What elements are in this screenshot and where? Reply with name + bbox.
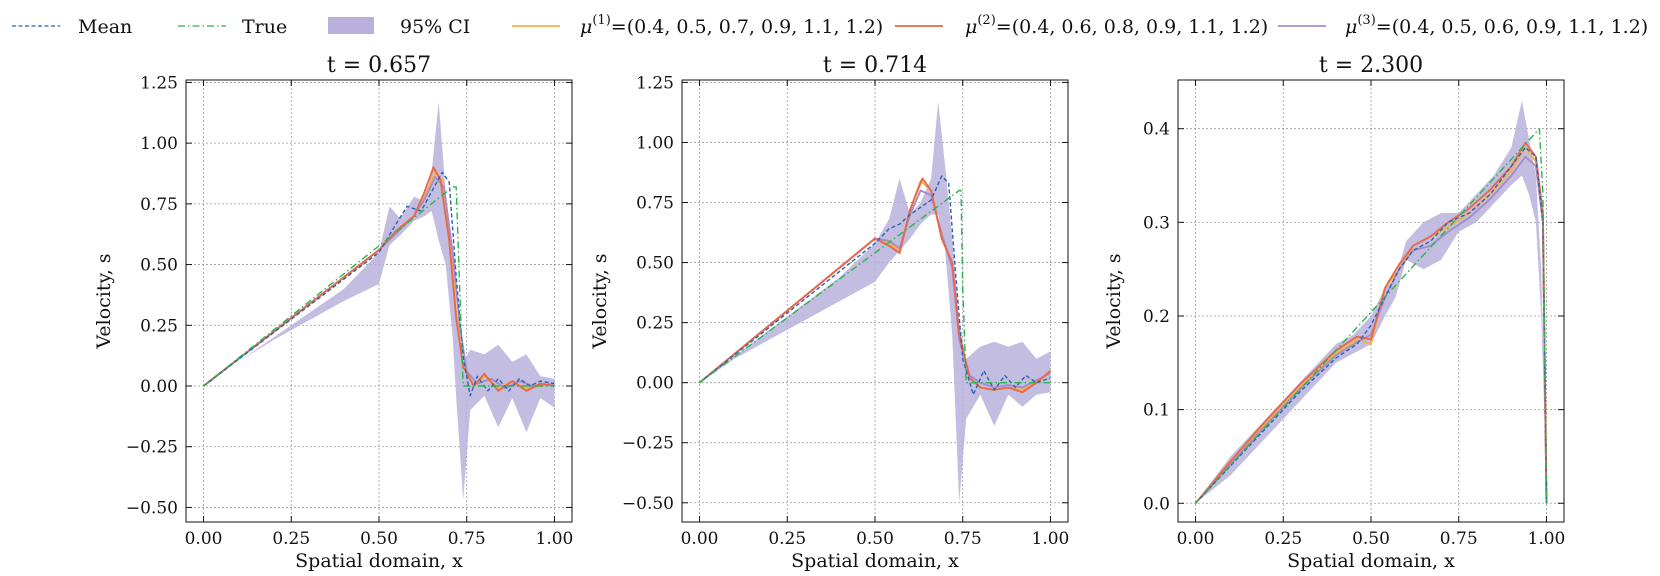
legend-label-mu3: μ(3)=(0.4, 0.5, 0.6, 0.9, 1.1, 1.2) (1345, 13, 1648, 38)
x-tick-label: 0.75 (944, 529, 982, 549)
y-tick-label: 0.75 (140, 195, 178, 215)
x-tick-label: 0.25 (272, 529, 310, 549)
y-tick-label: 0.75 (636, 194, 674, 214)
y-tick-label: 1.00 (140, 134, 178, 154)
x-tick-label: 1.00 (1032, 529, 1070, 549)
x-axis-label: Spatial domain, x (791, 550, 959, 572)
grid (682, 80, 1068, 522)
chart-panel-2: 0.00 0.25 0.50 0.75 1.00 −0.50 −0.25 0.00 0.25 0.… (589, 53, 1069, 572)
y-tick-label: −0.50 (622, 494, 674, 514)
plot-area (1194, 100, 1548, 504)
x-tick-label: 0.25 (1264, 529, 1302, 549)
x-tick-label: 0.75 (448, 529, 486, 549)
y-tick-label: −0.50 (126, 498, 178, 518)
chart-panel-3: 0.00 0.25 0.50 0.75 1.00 0.0 0.1 0.2 0.3 0.4 t = 2… (1103, 53, 1565, 572)
legend-label-mu1: μ(1)=(0.4, 0.5, 0.7, 0.9, 1.1, 1.2) (580, 13, 883, 38)
x-tick-label: 0.50 (360, 529, 398, 549)
legend-entry-mu1: μ(1)=(0.4, 0.5, 0.7, 0.9, 1.1, 1.2) (512, 13, 883, 38)
y-tick-label: 0.25 (636, 314, 674, 334)
y-tick-label: 0.00 (140, 377, 178, 397)
y-tick-label: 0.25 (140, 316, 178, 336)
series-line-mu2 (1194, 141, 1548, 504)
legend-entry-mean: Mean (12, 16, 132, 38)
y-tick-label: 0.00 (636, 374, 674, 394)
series-line-mu2 (698, 177, 1052, 394)
panel-title: t = 0.657 (327, 53, 431, 78)
series-line-true (203, 186, 555, 387)
series-line-mean (203, 171, 555, 397)
x-tick-label: 0.00 (681, 529, 719, 549)
y-axis-label: Velocity, s (589, 253, 611, 349)
plot-area (202, 101, 555, 501)
x-tick-label: 0.75 (1440, 529, 1478, 549)
panel-title: t = 0.714 (823, 53, 927, 78)
chart-panels: 0.00 0.25 0.50 0.75 1.00−0.50−0.250.000.250.… (93, 53, 1565, 572)
y-tick-label: 0.50 (140, 256, 178, 276)
x-axis-label: Spatial domain, x (295, 550, 463, 572)
legend-label-ci: 95% CI (400, 16, 470, 38)
y-axis-label: Velocity, s (93, 253, 115, 349)
panel-title: t = 2.300 (1319, 53, 1423, 78)
y-tick-label: 1.00 (636, 133, 674, 153)
legend-label-mean: Mean (78, 16, 132, 38)
x-tick-label: 0.50 (1352, 529, 1390, 549)
x-axis-label: Spatial domain, x (1287, 550, 1455, 572)
x-tick-label: 0.00 (1177, 529, 1215, 549)
y-tick-label: 1.25 (140, 73, 178, 93)
x-tick-label: 0.25 (768, 529, 806, 549)
ci-band (699, 101, 1051, 503)
y-tick-label: −0.25 (622, 434, 674, 454)
y-tick-label: 0.4 (1143, 120, 1170, 140)
legend-entry-mu3: μ(3)=(0.4, 0.5, 0.6, 0.9, 1.1, 1.2) (1278, 13, 1648, 38)
legend-entry-true: True (178, 16, 287, 38)
legend-entry-mu2: μ(2)=(0.4, 0.6, 0.8, 0.9, 1.1, 1.2) (895, 13, 1268, 38)
y-tick-label: −0.25 (126, 438, 178, 458)
legend-label-true: True (242, 16, 287, 38)
legend-entry-ci: 95% CI (328, 16, 470, 38)
x-tick-label: 0.50 (856, 529, 894, 549)
y-tick-label: 0.3 (1143, 213, 1170, 233)
legend-swatch-ci (328, 17, 374, 34)
y-tick-label: 0.0 (1143, 494, 1170, 514)
plot-area (698, 101, 1052, 503)
y-axis-label: Velocity, s (1103, 253, 1125, 349)
legend-label-mu2: μ(2)=(0.4, 0.6, 0.8, 0.9, 1.1, 1.2) (965, 13, 1268, 38)
y-tick-label: 0.1 (1143, 401, 1170, 421)
y-tick-label: 0.50 (636, 254, 674, 274)
legend: Mean True 95% CI μ(1)=(0.4, 0.5, 0.7, 0.9, … (12, 13, 1648, 38)
grid (1178, 80, 1564, 522)
grid (186, 80, 572, 522)
ci-band (203, 101, 555, 501)
y-tick-label: 1.25 (636, 73, 674, 93)
series-line-true (1194, 127, 1548, 504)
y-tick-label: 0.2 (1143, 307, 1170, 327)
x-tick-label: 1.00 (536, 529, 574, 549)
chart-panel-1: 0.00 0.25 0.50 0.75 1.00 −0.50 −0.25 0.00 0.25 0.… (93, 53, 573, 572)
x-tick-label: 0.00 (185, 529, 223, 549)
series-line-true (699, 189, 1051, 384)
x-tick-label: 1.00 (1528, 529, 1566, 549)
series-line-mean (699, 175, 1051, 396)
series-line-mu2 (202, 166, 555, 392)
